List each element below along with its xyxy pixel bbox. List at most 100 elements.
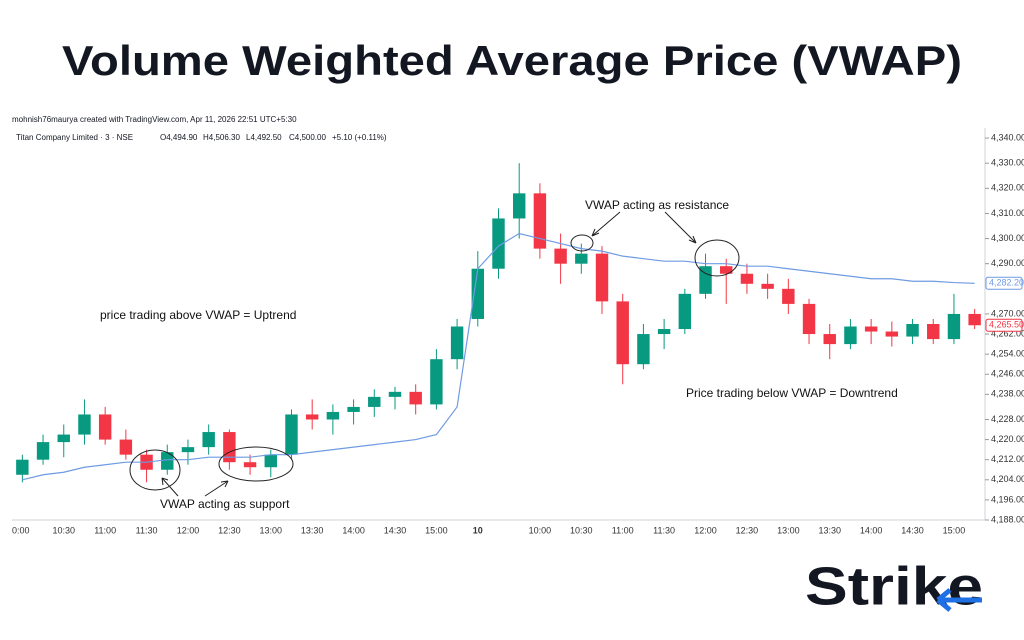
y-tick-label: 4,212.00	[991, 454, 1024, 464]
price-tag-label: 4,282.20	[989, 278, 1024, 288]
candle-body	[947, 313, 961, 340]
candle-body	[492, 218, 505, 269]
candle-body	[720, 266, 733, 274]
candle-body	[844, 326, 857, 345]
candle-body	[368, 396, 381, 407]
y-tick-label: 4,300.00	[991, 233, 1024, 243]
candle-body	[657, 329, 671, 335]
candle-body	[36, 442, 50, 460]
y-tick-label: 4,310.00	[991, 208, 1024, 218]
candle-body	[409, 391, 422, 405]
ohlc: O4,494.90	[160, 133, 198, 142]
annotation-shapes	[129, 211, 740, 497]
x-tick-label: 11:30	[136, 525, 158, 535]
y-tick-label: 4,340.00	[991, 132, 1024, 142]
y-tick-label: 4,246.00	[991, 369, 1024, 379]
candle-body	[326, 411, 340, 420]
candle-body	[761, 283, 774, 289]
x-tick-label: 15:00	[943, 525, 966, 535]
candle-body	[16, 459, 29, 475]
candle-body	[906, 324, 919, 337]
candle-body	[637, 334, 650, 365]
vwap-line	[22, 232, 975, 481]
annotation: VWAP acting as support	[160, 497, 290, 511]
candle-body	[802, 303, 816, 335]
price-tag	[985, 318, 1023, 332]
arrow	[591, 211, 621, 237]
candle-body	[823, 334, 836, 345]
ellipse	[570, 234, 594, 252]
arrow	[204, 480, 229, 497]
candle-body	[305, 414, 319, 420]
x-tick-label: 0:00	[12, 525, 30, 535]
x-tick-label: 11:00	[94, 525, 116, 535]
plot: 4,188.00 4,196.00 4,204.00 4,212.00 4,220.00…	[12, 132, 1024, 535]
x-tick-label: 11:00	[612, 525, 634, 535]
x-tick-label: 14:00	[860, 525, 883, 535]
candle-body	[181, 447, 195, 453]
candle-body	[782, 288, 795, 304]
candle-body	[864, 326, 878, 332]
x-tick-label: 10:30	[570, 525, 593, 535]
price-tag-label: 4,265.50	[989, 320, 1024, 330]
ellipse	[218, 446, 294, 482]
candle-body	[616, 301, 629, 365]
y-tick-label: 4,204.00	[991, 474, 1024, 484]
arrow	[161, 477, 179, 497]
y-tick-label: 4,228.00	[991, 414, 1024, 424]
y-tick-label: 4,188.00	[991, 514, 1024, 524]
annotation: VWAP acting as resistance	[585, 198, 729, 212]
candle-body	[885, 331, 899, 337]
y-tick-label: 4,270.00	[991, 308, 1024, 318]
x-tick-label: 14:00	[342, 525, 365, 535]
annotation: Price trading below VWAP = Downtrend	[686, 386, 898, 400]
ohlc: +5.10 (+0.11%)	[332, 133, 387, 142]
x-tick-label: 10:00	[529, 525, 552, 535]
y-tick-label: 4,238.00	[991, 389, 1024, 399]
candle-body	[554, 248, 567, 264]
candle-body	[450, 326, 464, 360]
x-tick-label: 10	[473, 525, 483, 535]
symbol: Titan Company Limited · 3 · NSE	[16, 133, 133, 142]
ohlc: C4,500.00	[289, 133, 326, 142]
candle-body	[533, 193, 547, 249]
candle-body	[575, 253, 588, 264]
y-tick-label: 4,254.00	[991, 349, 1024, 359]
candle-body	[347, 406, 360, 412]
candle-body	[243, 462, 257, 468]
y-tick-label: 4,196.00	[991, 494, 1024, 504]
candle-body	[471, 268, 485, 319]
y-tick-label: 4,262.00	[991, 328, 1024, 338]
annotation: price trading above VWAP = Uptrend	[100, 308, 296, 322]
candle-body	[264, 454, 277, 468]
candle-body	[223, 432, 236, 463]
candle-body	[202, 432, 215, 448]
candle-body	[98, 414, 112, 440]
candle-body	[430, 359, 443, 405]
candle-body	[595, 253, 609, 302]
x-tick-label: 10:30	[52, 525, 75, 535]
arrow	[664, 211, 697, 244]
x-tick-label: 12:30	[736, 525, 759, 535]
x-tick-label: 13:30	[301, 525, 324, 535]
candle-body	[678, 293, 692, 330]
x-tick-label: 14:30	[901, 525, 924, 535]
x-tick-label: 13:00	[777, 525, 800, 535]
candle-body	[927, 324, 940, 340]
y-tick-label: 4,320.00	[991, 183, 1024, 193]
candle-body	[57, 434, 70, 443]
x-tick-label: 12:00	[694, 525, 717, 535]
ellipse	[694, 239, 740, 277]
candle-body	[388, 391, 402, 397]
x-tick-label: 12:30	[218, 525, 241, 535]
x-tick-label: 15:00	[425, 525, 448, 535]
credit: mohnish76maurya created with TradingView…	[12, 115, 297, 124]
x-tick-label: 11:30	[653, 525, 675, 535]
candle-body	[161, 452, 174, 470]
price-tag	[985, 276, 1023, 290]
candle-body	[512, 193, 526, 219]
candle-body	[119, 439, 133, 455]
y-tick-label: 4,220.00	[991, 434, 1024, 444]
ellipse	[129, 449, 181, 491]
